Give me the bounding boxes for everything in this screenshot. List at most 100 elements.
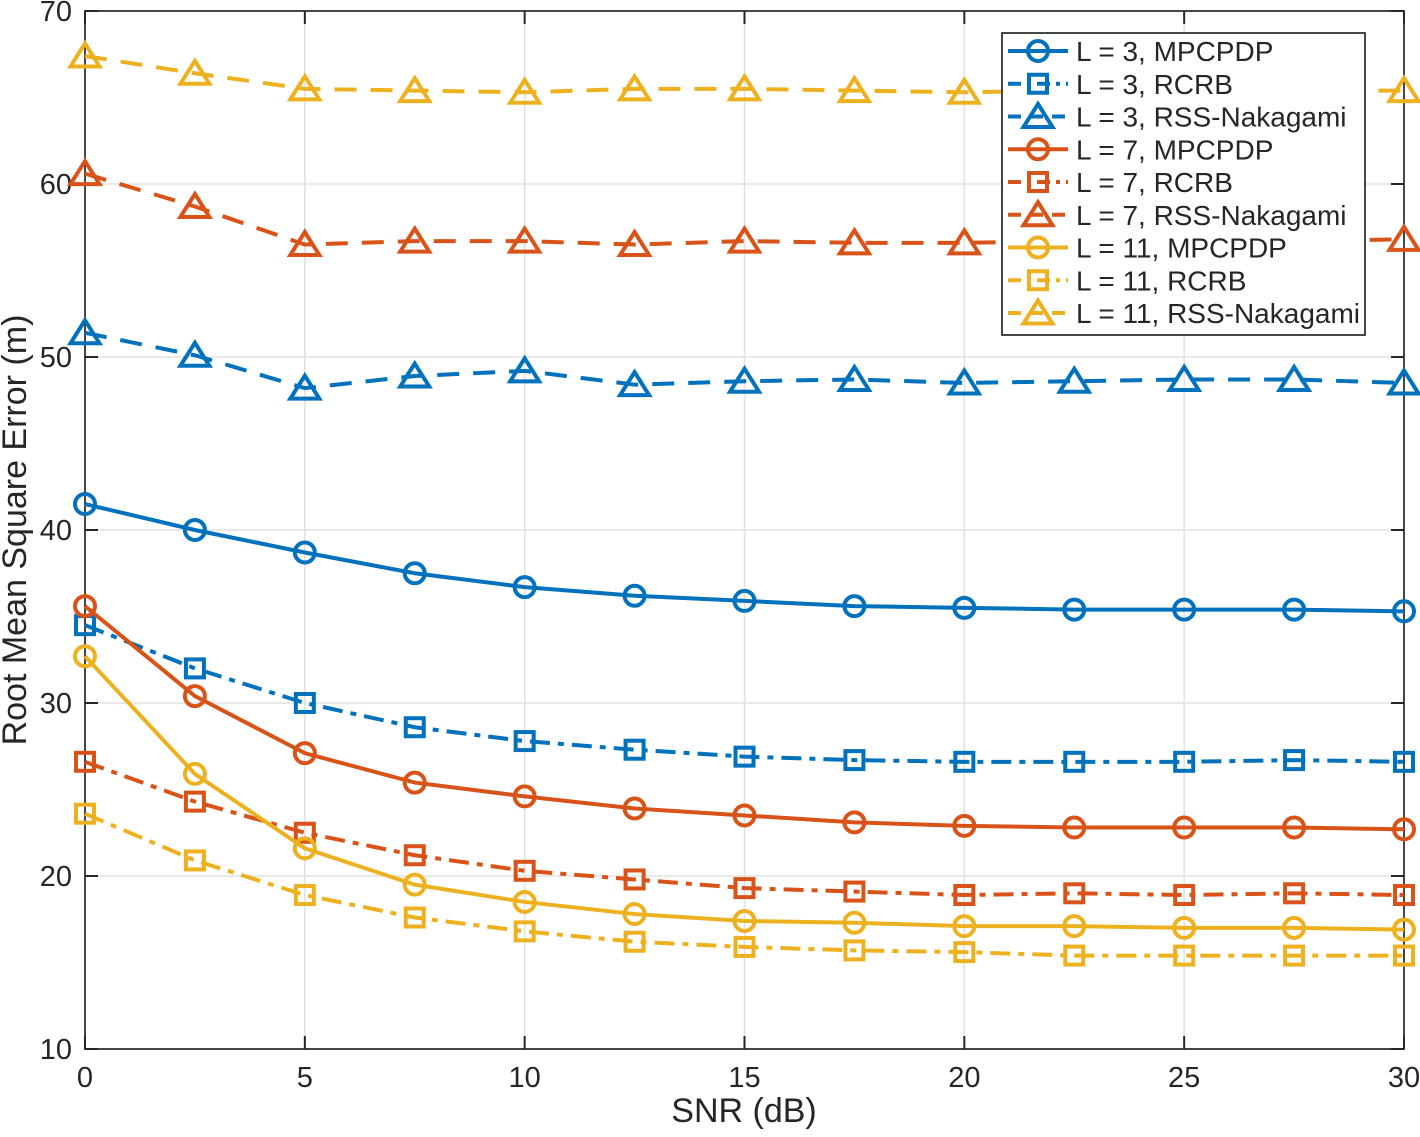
circle-marker (1282, 597, 1307, 622)
circle-marker (952, 914, 977, 939)
x-tick-label: 20 (948, 1062, 980, 1094)
square-marker (1393, 884, 1415, 907)
x-tick-label: 5 (297, 1062, 313, 1094)
circle-marker (732, 588, 757, 613)
circle-marker (73, 594, 97, 619)
triangle-marker (1056, 364, 1093, 394)
triangle-marker (176, 57, 214, 86)
square-marker (293, 692, 316, 714)
circle-marker (1172, 815, 1197, 840)
triangle-marker (1385, 223, 1420, 252)
square-marker (513, 920, 536, 943)
y-tick-label: 20 (40, 861, 72, 893)
series-l-3-rss-nakagami (66, 316, 1420, 401)
square-marker (293, 821, 316, 844)
square-marker (623, 930, 646, 953)
legend-item-label: L = 7, RCRB (1076, 167, 1233, 198)
triangle-marker (176, 339, 214, 368)
series-line (84, 811, 1404, 958)
triangle-marker (726, 224, 763, 254)
legend-item-label: L = 11, RCRB (1076, 265, 1246, 296)
triangle-marker (616, 72, 653, 102)
x-tick-label: 10 (509, 1062, 541, 1094)
square-marker (183, 790, 206, 813)
plot-area: 0 5 10 15 20 25 30 10 20 30 40 50 60 70 (40, 0, 1420, 1094)
circle-marker (622, 796, 647, 821)
circle-marker (732, 908, 757, 933)
y-tick-label: 40 (40, 515, 72, 547)
circle-marker (182, 684, 207, 709)
circle-marker (1392, 599, 1416, 624)
circle-marker (952, 595, 977, 620)
legend-item-l-7-rcrb: L = 7, RCRB (1008, 167, 1233, 198)
y-tick-label: 10 (40, 1034, 72, 1066)
series-l-7-mpcpdp (73, 594, 1416, 842)
legend-item-label: L = 11, MPCPDP (1076, 233, 1287, 264)
square-marker (843, 939, 866, 962)
y-tick-label: 50 (40, 342, 72, 374)
legend-item-l-3-rss-nakagami: L = 3, RSS-Nakagami (1008, 100, 1347, 133)
legend-item-l-11-rcrb: L = 11, RCRB (1008, 265, 1246, 296)
circle-marker (1392, 917, 1416, 942)
series-l-11-mpcpdp (73, 644, 1416, 942)
y-tick-label: 30 (40, 688, 72, 720)
legend-item-label: L = 3, RSS-Nakagami (1076, 102, 1347, 133)
square-marker (623, 738, 646, 761)
legend-triangle-marker (1019, 296, 1057, 326)
circle-marker (292, 836, 317, 861)
circle-marker (512, 784, 537, 809)
series-line (84, 330, 1405, 391)
circle-marker (622, 902, 647, 927)
x-tick-label: 0 (77, 1062, 93, 1094)
square-marker (1063, 882, 1086, 905)
circle-marker (842, 594, 867, 619)
legend-item-label: L = 3, RCRB (1076, 69, 1233, 100)
square-marker (733, 935, 756, 958)
circle-marker (182, 761, 207, 786)
square-marker (953, 750, 976, 773)
series-line (84, 623, 1405, 764)
triangle-marker (396, 224, 433, 254)
triangle-marker (1385, 74, 1420, 104)
triangle-marker (286, 371, 323, 401)
square-marker (733, 877, 756, 900)
square-marker (74, 802, 96, 825)
series-line (84, 759, 1405, 898)
triangle-marker (286, 72, 323, 102)
triangle-marker (946, 226, 983, 256)
circle-marker (402, 770, 427, 795)
square-marker (843, 880, 866, 903)
circle-marker (402, 872, 427, 897)
legend-item-label: L = 11, RSS-Nakagami (1076, 298, 1360, 329)
series-line (83, 654, 1405, 932)
axes-box (84, 10, 1405, 1050)
triangle-marker (286, 228, 323, 258)
triangle-marker (836, 363, 873, 392)
y-tick-label: 60 (40, 169, 72, 201)
legend-item-label: L = 3, MPCPDP (1076, 36, 1273, 67)
triangle-marker (836, 226, 873, 256)
square-marker (1173, 884, 1196, 907)
legend-item-l-3-mpcpdp: L = 3, MPCPDP (1008, 36, 1273, 67)
x-tick-label: 25 (1168, 1062, 1200, 1094)
square-marker (403, 906, 426, 929)
triangle-marker (176, 190, 214, 219)
triangle-marker (1275, 363, 1313, 392)
square-marker (1283, 944, 1306, 967)
legend-box (1001, 32, 1366, 336)
square-marker (183, 849, 206, 872)
x-tick-labels: 0 5 10 15 20 25 30 (77, 1062, 1420, 1094)
circle-marker (402, 561, 427, 586)
circle-marker (1062, 815, 1087, 840)
square-marker (1393, 944, 1415, 967)
square-marker (1063, 750, 1086, 773)
triangle-marker (66, 157, 104, 187)
triangle-marker (616, 228, 653, 258)
square-marker (513, 730, 536, 753)
triangle-marker (66, 39, 104, 69)
square-marker (1173, 944, 1196, 967)
square-marker (733, 745, 756, 768)
x-axis-label: SNR (dB) (671, 1092, 816, 1130)
circle-marker (1392, 817, 1416, 842)
